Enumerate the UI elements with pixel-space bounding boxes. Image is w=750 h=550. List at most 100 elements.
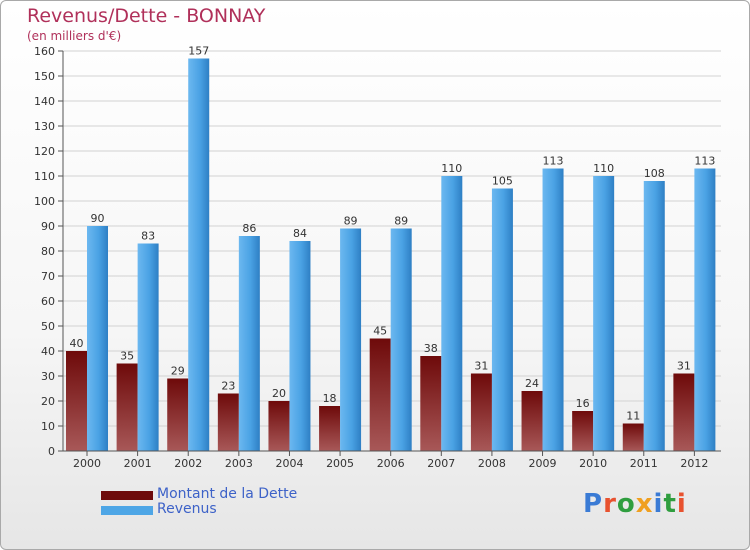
value-label-revenue-2002: 157 [188,45,209,58]
value-label-debt-2012: 31 [677,360,691,373]
value-label-revenue-2000: 90 [91,212,105,225]
x-tick-label: 2008 [478,457,506,470]
y-tick-label: 120 [34,145,55,158]
bars [66,58,716,451]
logo-letter: i [653,489,664,519]
x-tick-label: 2009 [529,457,557,470]
bar-debt-2008 [470,373,492,451]
bar-debt-2002 [167,378,189,451]
y-tick-label: 70 [41,270,55,283]
x-tick-label: 2005 [326,457,354,470]
y-tick-label: 10 [41,420,55,433]
x-tick-label: 2003 [225,457,253,470]
y-tick-label: 130 [34,120,55,133]
bar-revenue-2002 [188,58,210,451]
y-tick-label: 80 [41,245,55,258]
bar-revenue-2010 [593,176,615,451]
value-label-debt-2007: 38 [424,342,438,355]
value-label-revenue-2003: 86 [242,222,256,235]
bar-revenue-2008 [491,188,513,451]
x-tick-label: 2011 [630,457,658,470]
y-tick-label: 40 [41,345,55,358]
value-label-debt-2005: 18 [323,392,337,405]
y-tick-label: 140 [34,95,55,108]
bar-debt-2003 [217,393,239,451]
x-tick-label: 2002 [174,457,202,470]
x-tick-label: 2004 [275,457,303,470]
y-tick-label: 110 [34,170,55,183]
x-tick-label: 2006 [377,457,405,470]
logo-letter: o [616,489,636,519]
x-tick-label: 2010 [579,457,607,470]
value-label-debt-2009: 24 [525,377,539,390]
value-label-debt-2010: 16 [576,397,590,410]
y-tick-label: 20 [41,395,55,408]
proxiti-logo: Proxiti [583,489,687,519]
bar-debt-2011 [622,423,644,451]
bar-debt-2001 [116,363,138,451]
value-label-revenue-2009: 113 [543,155,564,168]
bar-revenue-2001 [137,243,159,451]
legend-label-revenue: Revenus [157,501,217,517]
logo-letter: t [663,489,677,519]
bar-revenue-2005 [340,228,362,451]
value-labels: 40 90 35 83 29 157 23 86 20 84 18 89 45 89 38 110 31 105 2… [70,45,716,423]
y-tick-label: 160 [34,45,55,58]
value-label-debt-2003: 23 [221,380,235,393]
value-label-revenue-2001: 83 [141,230,155,243]
bar-debt-2009 [521,391,543,451]
y-tick-label: 100 [34,195,55,208]
bar-debt-2007 [420,356,442,451]
value-label-debt-2004: 20 [272,387,286,400]
bar-revenue-2006 [390,228,412,451]
legend-swatch-debt [101,491,153,500]
bar-debt-2012 [673,373,695,451]
bar-revenue-2007 [441,176,463,451]
bar-debt-2005 [319,406,341,451]
value-label-debt-2008: 31 [474,360,488,373]
y-tick-label: 90 [41,220,55,233]
bar-revenue-2003 [238,236,260,451]
value-label-revenue-2004: 84 [293,227,307,240]
y-tick-label: 50 [41,320,55,333]
bar-revenue-2012 [694,168,716,451]
x-tick-label: 2001 [124,457,152,470]
x-tick-label: 2000 [73,457,101,470]
legend-swatch-revenue [101,506,153,515]
y-tick-label: 0 [48,445,55,458]
bar-revenue-2000 [87,226,108,451]
x-tick-label: 2007 [427,457,455,470]
y-tick-label: 30 [41,370,55,383]
bar-debt-2000 [66,351,87,451]
value-label-debt-2000: 40 [70,337,84,350]
bar-debt-2010 [572,411,594,451]
axes: 0 10 20 30 40 50 60 70 80 90 100 110 120 130 140 150 160… [34,45,721,470]
chart-title: Revenus/Dette - BONNAY [27,5,266,27]
logo-letter: r [603,489,617,519]
value-label-revenue-2006: 89 [394,215,408,228]
value-label-revenue-2008: 105 [492,175,513,188]
value-label-revenue-2005: 89 [344,215,358,228]
bar-debt-2006 [369,338,391,451]
value-label-debt-2001: 35 [120,350,134,363]
x-tick-label: 2012 [680,457,708,470]
chart-subtitle: (en milliers d'€) [27,29,122,43]
legend-label-debt: Montant de la Dette [157,486,298,502]
logo-letter: i [676,489,687,519]
bar-revenue-2004 [289,241,311,451]
value-label-revenue-2007: 110 [441,162,462,175]
value-label-debt-2002: 29 [171,365,185,378]
bar-revenue-2011 [643,181,665,451]
value-label-revenue-2011: 108 [644,167,665,180]
y-tick-label: 150 [34,70,55,83]
y-tick-label: 60 [41,295,55,308]
value-label-revenue-2012: 113 [694,155,715,168]
value-label-revenue-2010: 110 [593,162,614,175]
bar-debt-2004 [268,401,290,451]
logo-letter: x [635,489,654,519]
logo-letter: P [583,489,604,519]
value-label-debt-2006: 45 [373,325,387,338]
value-label-debt-2011: 11 [626,410,640,423]
